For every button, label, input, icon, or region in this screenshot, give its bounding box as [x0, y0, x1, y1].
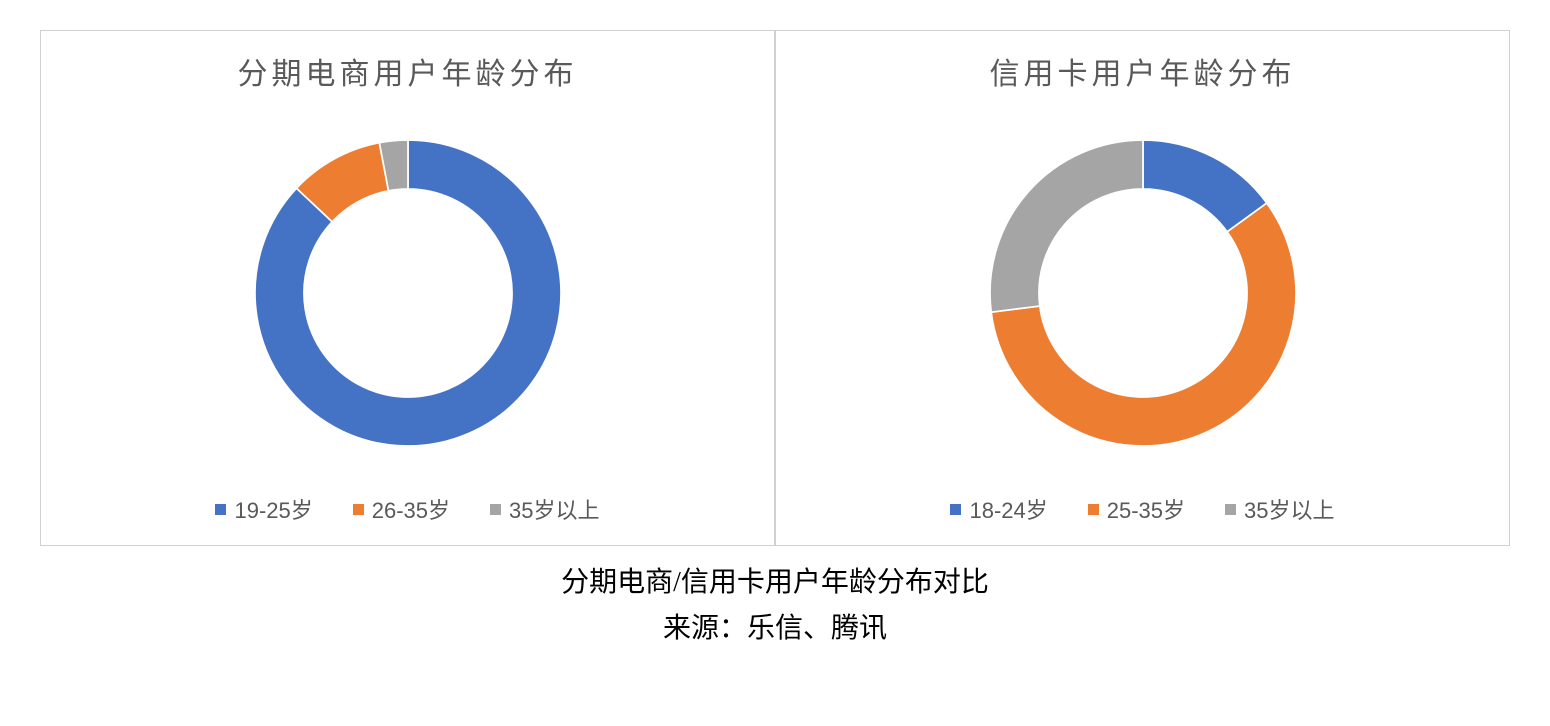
legend-label: 35岁以上	[1244, 493, 1334, 525]
chart-title-left: 分期电商用户年龄分布	[238, 49, 578, 93]
legend-item: 18-24岁	[950, 493, 1047, 525]
chart-title-right: 信用卡用户年龄分布	[990, 49, 1296, 93]
legend-left: 19-25岁 26-35岁 35岁以上	[215, 493, 599, 525]
legend-swatch	[1088, 504, 1099, 515]
legend-item: 35岁以上	[490, 493, 599, 525]
legend-label: 35岁以上	[509, 493, 599, 525]
donut-segment	[990, 140, 1143, 312]
chart-panel-right: 信用卡用户年龄分布 18-24岁 25-35岁 35岁以上	[775, 30, 1510, 546]
legend-item: 35岁以上	[1225, 493, 1334, 525]
donut-left	[238, 123, 578, 463]
legend-item: 25-35岁	[1088, 493, 1185, 525]
legend-label: 19-25岁	[234, 493, 312, 525]
legend-swatch	[1225, 504, 1236, 515]
legend-swatch	[950, 504, 961, 515]
charts-row: 分期电商用户年龄分布 19-25岁 26-35岁 35岁以上 信用卡用户年龄分布	[40, 30, 1510, 546]
figure-caption: 分期电商/信用卡用户年龄分布对比	[40, 561, 1510, 606]
figure-source: 来源：乐信、腾讯	[40, 606, 1510, 646]
legend-item: 19-25岁	[215, 493, 312, 525]
legend-label: 25-35岁	[1107, 493, 1185, 525]
legend-item: 26-35岁	[353, 493, 450, 525]
legend-swatch	[215, 504, 226, 515]
chart-panel-left: 分期电商用户年龄分布 19-25岁 26-35岁 35岁以上	[40, 30, 775, 546]
legend-label: 18-24岁	[969, 493, 1047, 525]
legend-swatch	[353, 504, 364, 515]
legend-swatch	[490, 504, 501, 515]
legend-right: 18-24岁 25-35岁 35岁以上	[950, 493, 1334, 525]
legend-label: 26-35岁	[372, 493, 450, 525]
donut-right	[973, 123, 1313, 463]
